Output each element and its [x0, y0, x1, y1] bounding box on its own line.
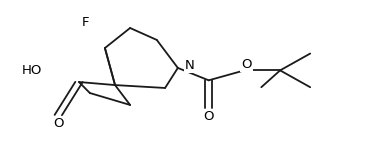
- Text: F: F: [82, 17, 89, 29]
- Text: O: O: [53, 117, 64, 130]
- Text: O: O: [203, 110, 214, 123]
- Text: O: O: [241, 58, 252, 71]
- Text: N: N: [185, 59, 194, 72]
- Text: HO: HO: [22, 64, 42, 77]
